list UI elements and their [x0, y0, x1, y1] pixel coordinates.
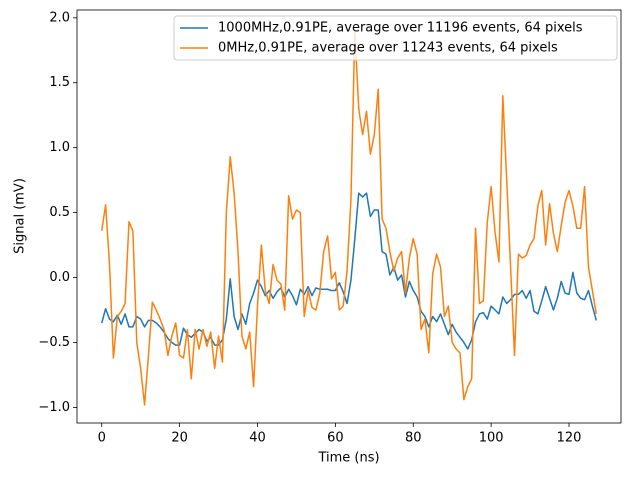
- y-tick-label: 1.0: [49, 140, 70, 155]
- x-tick-label: 60: [327, 431, 344, 446]
- legend-label: 0MHz,0.91PE, average over 11243 events, …: [218, 41, 558, 56]
- y-tick-label: 1.5: [49, 75, 70, 90]
- y-axis-label: Signal (mV): [13, 178, 28, 254]
- x-tick-label: 20: [171, 431, 188, 446]
- y-tick-label: −1.0: [38, 400, 70, 415]
- y-tick-label: 0.5: [49, 205, 70, 220]
- legend: 1000MHz,0.91PE, average over 11196 event…: [173, 15, 618, 61]
- y-tick-label: 0.0: [49, 270, 70, 285]
- legend-box: [173, 15, 618, 61]
- x-axis-label: Time (ns): [317, 451, 379, 466]
- x-tick-label: 0: [98, 431, 106, 446]
- plot-frame: [76, 9, 622, 424]
- x-tick-label: 100: [479, 431, 504, 446]
- legend-label: 1000MHz,0.91PE, average over 11196 event…: [218, 21, 583, 36]
- y-tick-label: 2.0: [49, 10, 70, 25]
- series-line: [101, 192, 597, 350]
- series-line: [100, 30, 598, 406]
- y-tick-label: −0.5: [38, 335, 70, 350]
- x-tick-label: 120: [557, 431, 582, 446]
- x-tick-label: 80: [405, 431, 422, 446]
- x-tick-label: 40: [249, 431, 266, 446]
